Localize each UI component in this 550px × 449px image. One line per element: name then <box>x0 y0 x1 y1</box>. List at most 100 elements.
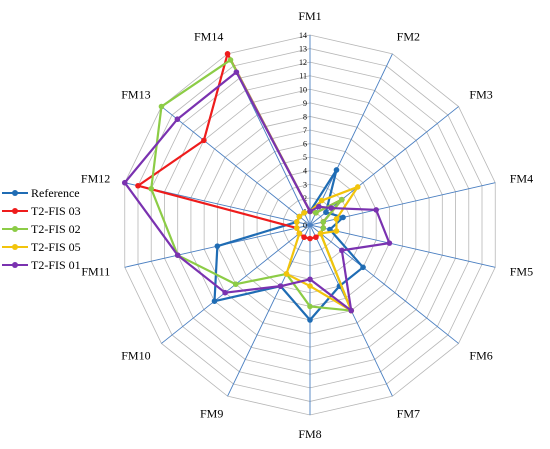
category-label-fm3: FM3 <box>469 88 492 102</box>
category-label-fm6: FM6 <box>469 348 492 362</box>
category-label-fm13: FM13 <box>121 88 150 102</box>
data-point-reference <box>211 298 218 304</box>
data-point-t2-fis-02 <box>232 281 239 288</box>
category-label-fm7: FM7 <box>397 406 420 420</box>
axis-spoke <box>309 106 459 226</box>
legend-item-t2-fis-01: T2-FIS 01 <box>2 256 114 274</box>
category-labels: FM1 FM2 FM3 FM4 FM5 FM6 FM7 FM8 FM9 FM10 FM11 FM12 F… <box>81 9 533 441</box>
radial-tick-label: 4 <box>303 167 307 176</box>
legend-marker-t2-fis-03 <box>2 206 28 216</box>
data-point-t2-fis-01 <box>233 69 240 75</box>
data-point-reference <box>340 214 346 221</box>
category-label-fm2: FM2 <box>397 30 420 44</box>
series-t2-fis-01 <box>121 69 393 314</box>
legend-marker-reference <box>2 188 28 198</box>
data-point-reference <box>360 264 366 271</box>
data-point-t2-fis-01 <box>307 276 313 283</box>
radial-tick-label: 9 <box>303 99 307 108</box>
data-point-t2-fis-05 <box>283 271 290 277</box>
data-point-t2-fis-05 <box>317 230 324 237</box>
data-point-reference <box>323 209 329 216</box>
legend-marker-t2-fis-05 <box>2 242 28 252</box>
data-point-t2-fis-05 <box>293 219 300 225</box>
legend: Reference T2-FIS 03 T2-FIS 02 T2-FIS 05 … <box>2 184 114 274</box>
data-point-t2-fis-03 <box>307 235 313 242</box>
radial-tick-label: 8 <box>303 112 307 121</box>
legend-item-t2-fis-02: T2-FIS 02 <box>2 220 114 238</box>
axis-spoke <box>309 53 393 226</box>
legend-label-t2-fis-02: T2-FIS 02 <box>31 221 81 236</box>
radial-tick-label: 11 <box>299 72 307 81</box>
data-point-t2-fis-01 <box>386 240 393 246</box>
legend-item-t2-fis-05: T2-FIS 05 <box>2 238 114 256</box>
category-label-fm10: FM10 <box>121 348 150 362</box>
category-label-fm14: FM14 <box>194 30 223 44</box>
category-label-fm9: FM9 <box>200 406 223 420</box>
data-point-t2-fis-01 <box>328 205 335 211</box>
data-point-t2-fis-03 <box>313 234 319 241</box>
series-line-t2-fis-02 <box>150 58 353 312</box>
data-point-t2-fis-01 <box>373 207 379 213</box>
data-point-t2-fis-03 <box>224 51 231 57</box>
legend-marker-t2-fis-01 <box>2 260 28 270</box>
data-point-t2-fis-02 <box>307 303 313 310</box>
data-point-t2-fis-01 <box>277 283 284 289</box>
data-series <box>121 51 393 323</box>
data-point-t2-fis-01 <box>307 208 313 215</box>
data-point-t2-fis-01 <box>316 203 322 210</box>
radial-tick-label: 10 <box>299 85 307 94</box>
data-point-t2-fis-03 <box>201 137 207 144</box>
radial-tick-label: 14 <box>299 31 307 40</box>
axis-spoke <box>309 224 459 344</box>
data-point-t2-fis-02 <box>158 103 165 110</box>
data-point-t2-fis-01 <box>222 289 228 296</box>
category-label-fm1: FM1 <box>298 9 321 23</box>
legend-label-t2-fis-05: T2-FIS 05 <box>31 239 81 254</box>
legend-item-t2-fis-03: T2-FIS 03 <box>2 202 114 220</box>
data-point-t2-fis-05 <box>354 184 361 190</box>
data-point-t2-fis-01 <box>174 252 181 258</box>
radial-tick-label: 2 <box>303 194 307 203</box>
axis-spoke <box>309 224 496 268</box>
data-point-t2-fis-05 <box>293 225 300 231</box>
legend-marker-t2-fis-02 <box>2 224 28 234</box>
axis-spoke <box>161 106 311 226</box>
category-label-fm12: FM12 <box>81 171 110 185</box>
data-point-t2-fis-01 <box>348 307 355 314</box>
data-point-t2-fis-05 <box>301 209 307 216</box>
data-point-t2-fis-05 <box>333 216 340 222</box>
category-label-fm4: FM4 <box>510 171 533 185</box>
data-point-t2-fis-02 <box>313 209 319 216</box>
data-point-reference <box>333 167 340 173</box>
data-point-t2-fis-01 <box>339 247 345 254</box>
data-point-t2-fis-02 <box>320 225 327 231</box>
radar-axes <box>124 35 496 415</box>
category-label-fm5: FM5 <box>510 265 533 279</box>
data-point-t2-fis-05 <box>333 228 340 234</box>
data-point-t2-fis-05 <box>318 197 325 204</box>
data-point-reference <box>214 243 221 249</box>
data-point-t2-fis-05 <box>296 230 303 237</box>
data-point-t2-fis-03 <box>301 234 307 241</box>
radial-tick-label: 13 <box>299 45 307 54</box>
legend-label-t2-fis-01: T2-FIS 01 <box>31 257 81 272</box>
radial-tick-label: 0 <box>303 221 307 230</box>
series-reference <box>211 167 366 323</box>
radial-tick-label: 7 <box>303 126 307 135</box>
data-point-t2-fis-01 <box>121 179 128 186</box>
category-label-fm8: FM8 <box>298 427 321 441</box>
data-point-t2-fis-05 <box>296 213 303 220</box>
data-point-t2-fis-05 <box>307 283 313 289</box>
legend-label-reference: Reference <box>31 185 80 200</box>
data-point-t2-fis-02 <box>320 219 327 225</box>
data-point-t2-fis-02 <box>339 196 345 203</box>
data-point-t2-fis-01 <box>174 116 181 123</box>
category-label-fm11: FM11 <box>81 265 110 279</box>
radial-tick-label: 5 <box>303 153 307 162</box>
series-t2-fis-02 <box>148 57 355 314</box>
data-point-t2-fis-03 <box>135 182 141 189</box>
radial-tick-label: 6 <box>303 140 307 149</box>
data-point-reference <box>307 317 313 323</box>
data-point-t2-fis-02 <box>148 185 155 192</box>
